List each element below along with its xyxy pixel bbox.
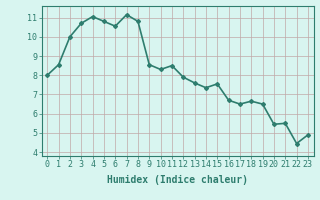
- X-axis label: Humidex (Indice chaleur): Humidex (Indice chaleur): [107, 175, 248, 185]
